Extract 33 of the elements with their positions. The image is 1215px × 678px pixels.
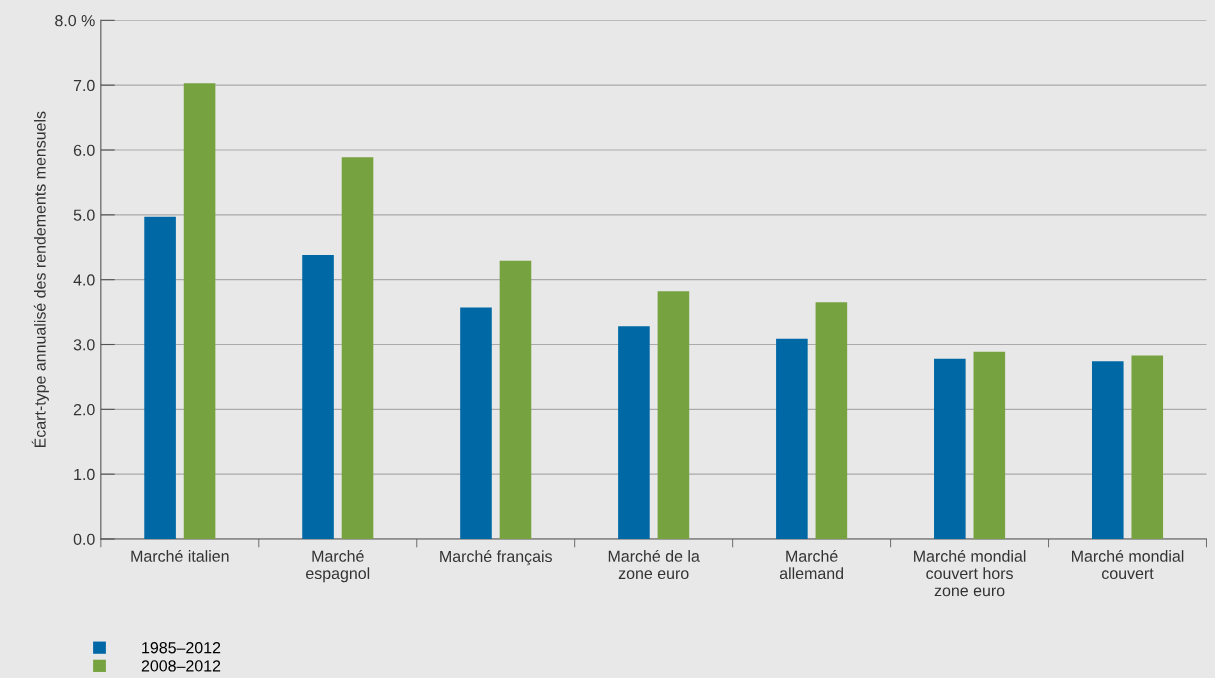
bar	[815, 302, 848, 540]
x-tick-label: Marché mondial couvert hors zone euro	[914, 549, 1026, 597]
x-tick-label: Marché de la zone euro	[608, 549, 700, 580]
bar	[973, 351, 1006, 540]
y-tick-label: 1.0	[74, 468, 95, 481]
bar	[499, 260, 532, 540]
bar	[1091, 361, 1124, 540]
x-tick-label: Marché espagnol	[306, 549, 370, 583]
y-tick-label: 6.0	[73, 144, 95, 156]
bar	[144, 216, 176, 540]
bar	[657, 291, 690, 540]
bar	[302, 255, 334, 540]
y-tick-label: 7.0	[73, 79, 95, 92]
y-tick-label: 5.0	[73, 209, 95, 221]
y-axis-title: Écart-type annualisé des rendements mensuels	[31, 111, 49, 448]
bar	[1131, 355, 1164, 540]
y-tick-label: 8.0 %	[55, 14, 95, 27]
y-tick-label: 0.0	[73, 533, 95, 545]
bar	[618, 326, 650, 540]
bar	[460, 307, 492, 540]
x-tick-label: Marché français	[440, 550, 552, 566]
bar	[183, 83, 216, 540]
legend-label: 1985–2012	[142, 642, 221, 654]
y-tick-label: 4.0	[73, 274, 95, 286]
x-tick-label: Marché italien	[131, 549, 229, 562]
x-tick-label: Marché mondial couvert	[1072, 549, 1184, 580]
bar	[934, 358, 966, 540]
legend-label: 2008–2012	[141, 660, 221, 672]
bar	[341, 157, 374, 540]
x-tick-label: Marché allemand	[779, 549, 843, 580]
y-tick-label: 3.0	[73, 339, 95, 351]
bar	[776, 338, 808, 540]
y-tick-label: 2.0	[73, 403, 95, 416]
